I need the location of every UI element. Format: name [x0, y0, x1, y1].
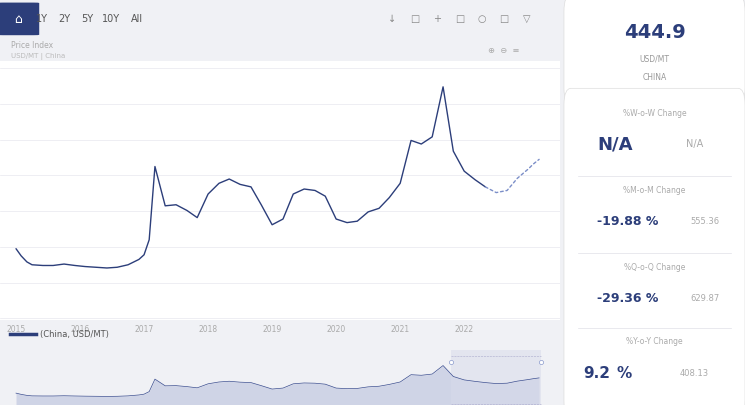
FancyBboxPatch shape [0, 4, 39, 36]
Text: Price Index: Price Index [11, 41, 54, 50]
Text: 408.13: 408.13 [679, 368, 709, 377]
Text: 1Y: 1Y [36, 14, 48, 24]
Text: ⌂: ⌂ [14, 13, 22, 26]
Text: ⊕  ⊖  ≡: ⊕ ⊖ ≡ [489, 46, 520, 55]
Text: 9.2: 9.2 [583, 365, 610, 380]
Text: 10Y: 10Y [102, 14, 120, 24]
Text: ↓: ↓ [388, 14, 396, 24]
Text: (China, USD/MT): (China, USD/MT) [40, 329, 110, 338]
Text: N/A: N/A [685, 139, 703, 149]
Text: N/A: N/A [597, 135, 633, 153]
Text: -19.88 %: -19.88 % [597, 214, 658, 227]
FancyBboxPatch shape [564, 89, 745, 405]
Text: 629.87: 629.87 [691, 293, 720, 302]
Text: CHINA: CHINA [642, 72, 667, 81]
Text: □: □ [500, 14, 509, 24]
Text: -29.36 %: -29.36 % [597, 291, 658, 304]
Text: ○: ○ [478, 14, 486, 24]
Text: 5Y: 5Y [80, 14, 93, 24]
Text: □: □ [454, 14, 464, 24]
Text: %Q-o-Q Change: %Q-o-Q Change [624, 262, 685, 271]
Text: 2Y: 2Y [58, 14, 71, 24]
Text: ▽: ▽ [523, 14, 530, 24]
Text: 555.36: 555.36 [691, 216, 720, 225]
Text: +: + [433, 14, 441, 24]
Text: USD/MT | China: USD/MT | China [11, 53, 66, 60]
Text: %W-o-W Change: %W-o-W Change [623, 109, 686, 118]
Text: □: □ [410, 14, 419, 24]
Text: 444.9: 444.9 [624, 23, 685, 42]
FancyBboxPatch shape [564, 0, 745, 105]
Bar [451, 350, 541, 405]
Text: %: % [616, 365, 631, 380]
Text: USD/MT: USD/MT [639, 54, 670, 63]
Text: %M-o-M Change: %M-o-M Change [624, 186, 685, 195]
Text: %Y-o-Y Change: %Y-o-Y Change [626, 337, 683, 345]
Text: All: All [131, 14, 143, 24]
